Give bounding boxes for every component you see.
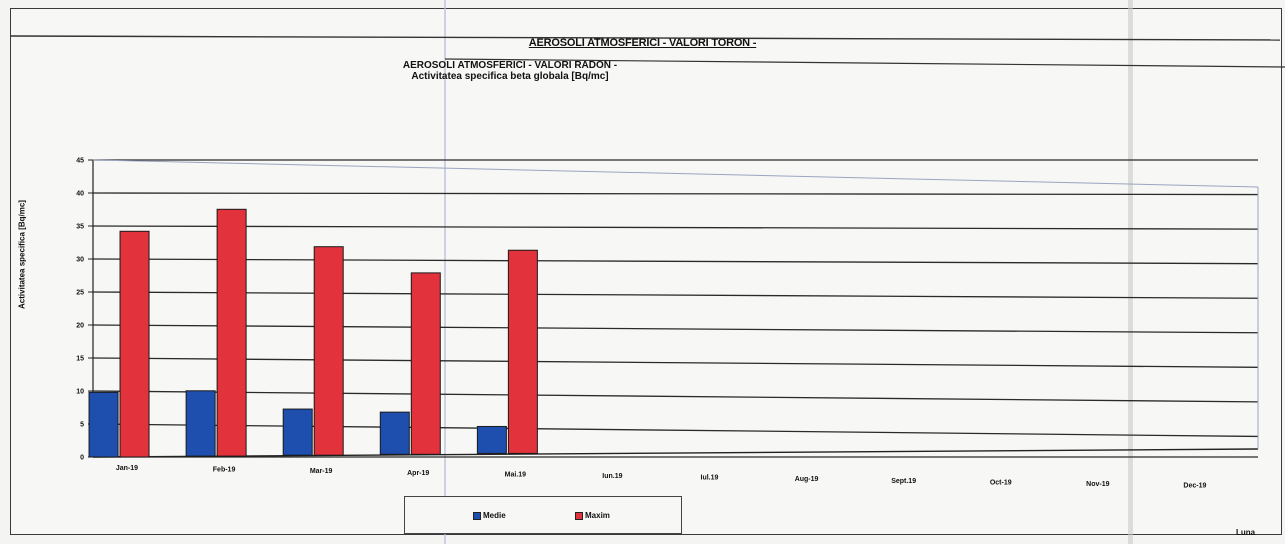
x-tick-label: Mai.19 [505,471,527,478]
legend-item-medie: Medie [473,511,506,520]
bar-maxim-mai.19 [507,249,538,454]
scan-artifact-line [444,0,446,544]
legend-label-medie: Medie [483,511,506,520]
gridline [92,192,1259,196]
gridline [92,423,1259,438]
chart-subtitle: AEROSOLI ATMOSFERICI - VALORI RADON - Ac… [300,60,720,82]
bar-maxim-feb-19 [216,208,247,457]
bar-medie-apr-19 [379,411,410,455]
y-axis-label: Activitatea specifica [Bq/mc] [17,200,27,309]
legend-swatch-maxim [575,511,583,520]
chart-subtitle-line2: Activitatea specifica beta globala [Bq/m… [411,71,609,82]
gridline [92,225,1259,230]
legend: Medie Maxim [404,496,682,534]
x-tick-label: Feb-19 [213,467,236,474]
x-tick-label: Jan-19 [116,465,138,472]
gridline [92,357,1259,368]
gridline [92,324,1259,334]
scan-artifact-band [1128,0,1133,544]
y-tick-label: 25 [76,290,84,297]
x-tick-label: Apr-19 [407,470,429,477]
x-tick-label: Mar-19 [310,468,333,475]
legend-swatch-medie [473,511,481,520]
legend-item-maxim: Maxim [575,511,610,520]
x-tick-label: Iul.19 [701,475,719,482]
x-tick-label: Nov-19 [1086,481,1109,488]
x-tick-label: Aug-19 [795,476,819,483]
x-axis-label: Luna [1236,528,1256,537]
y-tick-label: 35 [76,224,84,231]
y-tick-label: 45 [76,158,84,165]
y-tick-label: 0 [80,455,84,462]
bar-maxim-apr-19 [410,272,441,455]
y-tick-label: 20 [76,323,84,330]
x-tick-label: Iun.19 [602,473,622,480]
bar-medie-mai.19 [476,425,507,454]
x-tick-label: Oct-19 [990,479,1012,486]
header-rule-2 [444,58,1285,68]
y-tick-label: 5 [80,422,84,429]
plot-top-edge [92,159,1259,188]
gridline [92,291,1259,299]
y-tick-label: 30 [76,257,84,264]
legend-label-maxim: Maxim [585,511,610,520]
chart-subtitle-line1: AEROSOLI ATMOSFERICI - VALORI RADON - [402,60,618,71]
x-tick-label: Sept.19 [891,478,916,485]
gridline [92,390,1259,403]
gridline [92,258,1259,265]
bar-maxim-mar-19 [313,246,344,456]
bar-medie-mar-19 [282,408,313,456]
y-tick-label: 15 [76,356,84,363]
bar-medie-feb-19 [185,390,216,457]
y-tick-label: 10 [76,389,84,396]
chart-title: AEROSOLI ATMOSFERICI - VALORI TORON - [528,37,757,49]
x-tick-label: Dec-19 [1183,483,1206,490]
header-rule [9,35,1281,41]
bar-medie-jan-19 [88,391,119,458]
x-axis [92,448,1259,458]
bar-maxim-jan-19 [119,230,150,458]
y-tick-label: 40 [76,191,84,198]
